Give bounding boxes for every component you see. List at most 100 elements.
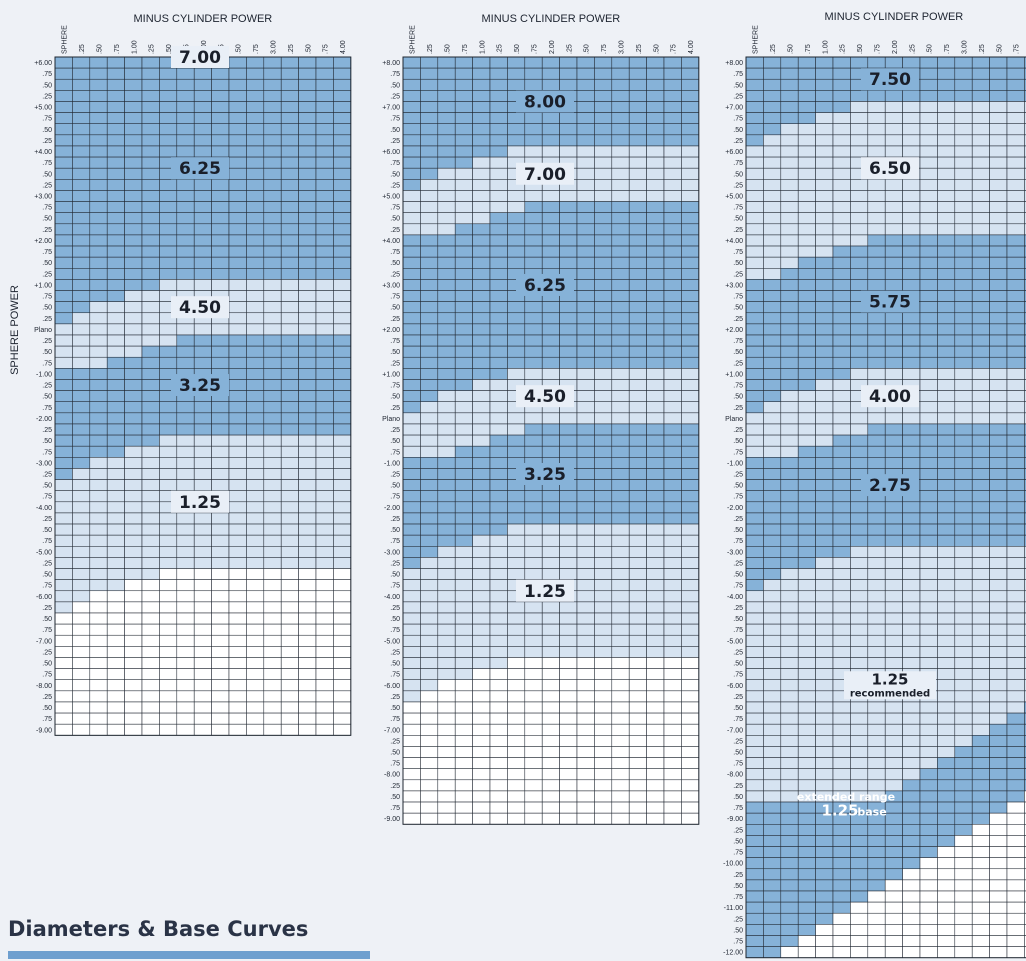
grid-cell <box>1024 67 1026 80</box>
grid-cell <box>246 701 265 714</box>
grid-cell <box>919 946 938 958</box>
grid-cell <box>628 490 647 503</box>
grid-cell <box>646 190 665 202</box>
grid-cell <box>850 123 869 136</box>
grid-cell <box>681 279 700 291</box>
grid-cell <box>989 368 1008 380</box>
grid-cell <box>507 679 526 692</box>
grid-cell <box>472 412 491 425</box>
grid-cell <box>902 546 921 558</box>
grid-cell <box>646 123 665 136</box>
grid-cell <box>454 212 473 225</box>
grid-cell <box>1024 379 1026 391</box>
row-label: -11.00 <box>724 905 743 912</box>
grid-cell <box>54 579 73 592</box>
grid-cell <box>524 557 543 569</box>
grid-cell <box>559 568 578 580</box>
row-label: .50 <box>390 305 400 312</box>
grid-cell <box>333 668 352 680</box>
grid-cell <box>106 268 125 280</box>
grid-cell <box>611 334 630 347</box>
grid-cell <box>315 123 334 136</box>
grid-cell <box>159 534 178 547</box>
grid-cell <box>628 601 647 614</box>
grid-cell <box>832 423 851 436</box>
grid-cell <box>541 123 560 136</box>
grid-cell <box>902 145 921 158</box>
grid-cell <box>54 523 73 536</box>
grid-cell <box>54 623 73 636</box>
grid-cell <box>745 379 764 391</box>
grid-cell <box>489 90 508 102</box>
grid-cell <box>763 579 782 592</box>
grid-cell <box>420 479 439 491</box>
grid-cell <box>763 846 782 858</box>
grid-cell <box>594 546 613 558</box>
grid-cell <box>971 179 990 191</box>
grid-cell <box>420 801 439 814</box>
grid-cell <box>919 67 938 80</box>
grid-cell <box>298 334 317 347</box>
grid-cell <box>315 412 334 425</box>
grid-cell <box>681 368 700 380</box>
grid-cell <box>884 768 903 781</box>
grid-cell <box>298 546 317 558</box>
grid-cell <box>176 268 195 280</box>
grid-cell <box>919 434 938 447</box>
grid-cell <box>437 101 456 113</box>
grid-cell <box>628 256 647 269</box>
row-label: +5.00 <box>725 194 743 201</box>
grid-cell <box>902 412 921 425</box>
grid-cell <box>594 590 613 603</box>
grid-cell <box>937 601 956 614</box>
row-label: .25 <box>390 360 400 367</box>
grid-cell <box>141 356 160 369</box>
grid-cell <box>989 568 1008 580</box>
column-header: .75 <box>323 44 330 54</box>
grid-cell <box>797 835 816 847</box>
grid-cell <box>1024 690 1026 703</box>
row-label: .25 <box>390 227 400 234</box>
grid-cell <box>902 190 921 202</box>
grid-cell <box>159 590 178 603</box>
grid-cell <box>681 812 700 825</box>
grid-cell <box>797 334 816 347</box>
grid-cell <box>228 434 247 447</box>
grid-cell <box>797 924 816 936</box>
grid-cell <box>280 78 299 91</box>
grid-cell <box>576 212 595 225</box>
grid-cell <box>280 290 299 302</box>
grid-cell <box>106 634 125 647</box>
grid-cell <box>1024 179 1026 191</box>
grid-cell <box>141 156 160 169</box>
grid-cell <box>919 924 938 936</box>
grid-cell <box>437 490 456 503</box>
grid-cell <box>541 634 560 647</box>
grid-cell <box>971 457 990 469</box>
grid-cell <box>124 56 143 69</box>
grid-cell <box>681 101 700 113</box>
grid-cell <box>1024 201 1026 213</box>
grid-cell <box>54 512 73 525</box>
grid-cell <box>472 546 491 558</box>
grid-cell <box>1024 101 1026 113</box>
grid-cell <box>524 512 543 525</box>
grid-cell <box>263 179 282 191</box>
grid-cell <box>919 701 938 714</box>
grid-cell <box>54 190 73 202</box>
grid-cell <box>193 723 212 736</box>
grid-cell <box>280 334 299 347</box>
grid-cell <box>989 423 1008 436</box>
grid-cell <box>1006 812 1025 825</box>
grid-cell <box>193 457 212 469</box>
grid-cell <box>472 768 491 781</box>
grid-cell <box>507 557 526 569</box>
grid-cell <box>472 112 491 124</box>
grid-cell <box>176 701 195 714</box>
grid-cell <box>298 723 317 736</box>
grid-cell <box>141 179 160 191</box>
grid-cell <box>884 234 903 247</box>
grid-cell <box>628 345 647 358</box>
grid-cell <box>646 490 665 503</box>
grid-cell <box>1006 890 1025 903</box>
